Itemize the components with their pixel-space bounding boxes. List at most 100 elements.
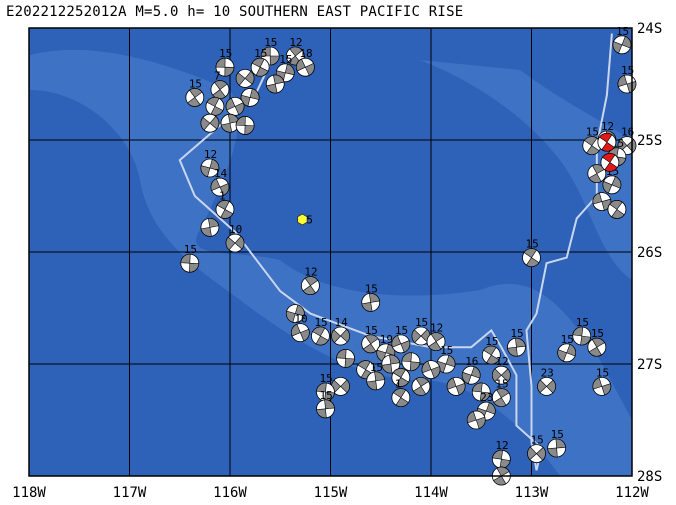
focal-mechanism-4: [250, 57, 270, 77]
magnitude-label-59: 15: [596, 366, 609, 379]
focal-mechanism-15: [185, 88, 205, 107]
focal-mechanism-54: [316, 399, 335, 419]
focal-mechanism-16: [200, 158, 220, 178]
focal-mechanism-67: [582, 136, 602, 156]
epicenter-marker: [297, 213, 308, 226]
focal-mechanism-39: [391, 368, 411, 387]
focal-mechanism-0: [260, 46, 280, 66]
x-tick-label-6: 112W: [615, 485, 649, 501]
focal-mechanism-63: [491, 449, 511, 469]
focal-mechanism-11: [205, 97, 225, 116]
magnitude-label-47: 15: [510, 327, 523, 340]
magnitude-label-0: 15: [264, 36, 277, 49]
magnitude-label-22: 12: [304, 266, 317, 279]
magnitude-label-2: 15: [279, 53, 292, 66]
magnitude-label-53: 1: [395, 378, 402, 391]
map-title: E202212252012A M=5.0 h= 10 SOUTHERN EAST…: [6, 4, 464, 20]
focal-mechanism-50: [491, 388, 511, 408]
magnitude-label-60: 15: [526, 238, 539, 251]
magnitude-label-46: 15: [485, 335, 498, 348]
focal-mechanism-35: [401, 352, 421, 372]
x-tick-label-2: 116W: [213, 485, 247, 501]
y-axis-tick-labels: 24S 25S 26S 27S 28S: [637, 21, 662, 485]
magnitude-label-62: 15: [531, 434, 544, 447]
y-tick-label-1: 25S: [637, 133, 662, 149]
magnitude-label-31: 15: [395, 324, 408, 337]
focal-mechanism-60: [522, 248, 541, 268]
focal-mechanism-74: [607, 200, 627, 219]
magnitude-label-3: 18: [299, 47, 312, 60]
magnitude-label-57: 15: [591, 327, 604, 340]
magnitude-label-21: 15: [184, 243, 197, 256]
focal-mechanism-36: [426, 332, 446, 352]
magnitude-label-26: 15: [365, 282, 378, 295]
shallow-bathymetry-0: [30, 49, 632, 477]
focal-mechanism-27: [331, 326, 350, 346]
magnitude-label-58: 15: [561, 333, 574, 346]
magnitude-label-30: 19: [380, 333, 393, 346]
magnitude-label-44: 16: [465, 355, 478, 368]
magnitude-label-55: 23: [541, 366, 554, 379]
magnitude-label-69: 16: [621, 126, 634, 139]
focal-mechanism-28: [336, 348, 355, 368]
focal-mechanism-3: [295, 57, 315, 77]
y-tick-label-4: 28S: [637, 469, 662, 485]
focal-mechanism-19: [200, 217, 220, 237]
focal-mechanism-38: [421, 360, 441, 380]
magnitude-label-66: 15: [621, 64, 634, 77]
focal-mechanism-62: [527, 444, 546, 464]
focal-mechanism-13: [200, 113, 220, 133]
map-frame: [28, 27, 633, 477]
focal-mechanism-47: [507, 337, 526, 357]
magnitude-label-42: 15: [319, 372, 332, 385]
magnitude-label-27: 14: [335, 316, 349, 329]
highlight-focal-mechanism-1: [600, 152, 620, 172]
focal-mechanism-6: [235, 69, 255, 88]
focal-mechanism-73: [592, 192, 612, 212]
focal-mechanism-66: [617, 74, 637, 94]
focal-mechanism-8: [210, 80, 230, 99]
magnitude-label-34: 15: [415, 316, 428, 329]
focal-mechanism-9: [240, 88, 260, 107]
x-tick-label-4: 114W: [414, 485, 448, 501]
magnitude-label-20: 10: [229, 223, 242, 236]
magnitude-label-51: 23: [480, 391, 493, 404]
focal-mechanism-48: [491, 365, 511, 385]
magnitude-label-50: 15: [495, 378, 508, 391]
magnitude-label-37: 15: [440, 344, 453, 357]
focal-mechanism-45: [446, 376, 466, 396]
x-tick-label-1: 117W: [113, 485, 147, 501]
highlight-focal-mechanism-0: [597, 132, 617, 152]
focal-mechanism-72: [602, 175, 622, 195]
focal-mechanism-56: [572, 326, 592, 346]
x-axis-tick-labels: 118W 117W 116W 115W 114W 113W 112W: [12, 485, 649, 501]
x-tick-label-0: 118W: [12, 485, 46, 501]
focal-mechanism-5: [265, 74, 285, 94]
focal-mechanism-29: [361, 334, 381, 354]
magnitude-label-18: 1: [219, 189, 226, 202]
focal-mechanism-26: [361, 292, 381, 312]
focal-mechanism-57: [587, 337, 607, 357]
focal-mechanism-17: [210, 177, 230, 197]
focal-mechanism-22: [300, 276, 320, 296]
focal-mechanism-31: [391, 334, 411, 354]
magnitude-label-1: 12: [289, 36, 302, 49]
focal-mechanism-59: [592, 376, 612, 396]
focal-mechanism-40: [366, 371, 386, 391]
y-tick-label-3: 27S: [637, 357, 662, 373]
shallow-bathymetry-1: [420, 60, 632, 280]
focal-mechanism-18: [215, 200, 235, 219]
focal-mechanism-21: [180, 253, 200, 273]
focal-mechanism-52: [466, 410, 486, 430]
focal-mechanism-65: [612, 35, 632, 55]
x-tick-label-3: 115W: [314, 485, 348, 501]
focal-mechanism-7: [215, 57, 235, 77]
focal-mechanism-10: [225, 97, 245, 116]
magnitude-label-16: 12: [204, 148, 217, 161]
epicenter-marker-group: 5: [297, 213, 313, 227]
focal-mechanism-12: [220, 113, 240, 133]
epicenter-magnitude-label: 5: [306, 214, 313, 227]
magnitude-label-24: 10: [294, 313, 307, 326]
